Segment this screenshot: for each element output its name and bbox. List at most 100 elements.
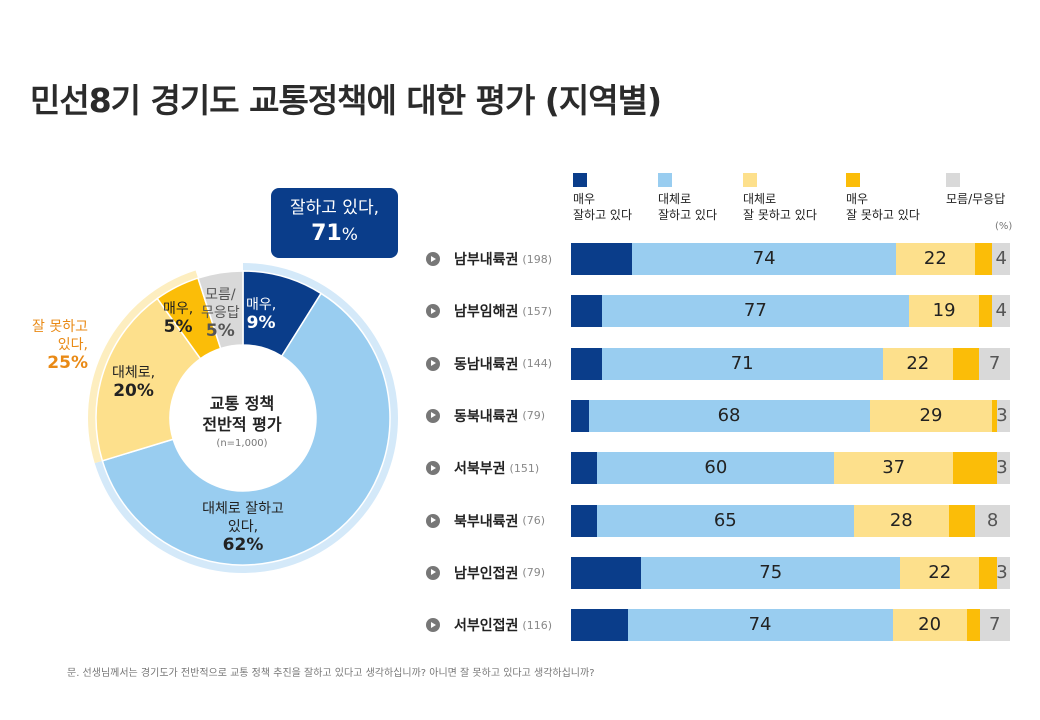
- bar-data-label: 65: [713, 509, 737, 531]
- sample-size: (76): [522, 514, 545, 527]
- bar-segment: [996, 399, 1010, 432]
- callout-unit: %: [341, 225, 358, 245]
- row-label: 남부인접권 (79): [426, 557, 566, 589]
- bar-segment: [571, 609, 628, 642]
- sample-size: (79): [522, 566, 545, 580]
- sample-size: (116): [522, 618, 552, 632]
- bar-segment: [571, 504, 598, 537]
- negative-label-text: 있다,: [57, 337, 88, 353]
- row-label: 남부임해권 (157): [426, 295, 566, 327]
- slice-label-text: 모름/: [205, 287, 236, 303]
- bar-segment: [949, 504, 976, 537]
- bar-segment: [900, 556, 980, 589]
- slice-label-very-bad: 매우, 5%: [163, 300, 193, 337]
- row-label: 남부내륙권 (198): [426, 243, 566, 275]
- bar-segment: [641, 556, 901, 589]
- negative-halo-ring: [88, 270, 199, 464]
- slice-label-text: 있다,: [227, 519, 259, 535]
- bar-segment: [601, 347, 883, 380]
- legend-item: 모름/무응답: [946, 173, 1005, 207]
- slice-label-dont-know: 모름/ 무응답 5%: [201, 286, 240, 341]
- slice-value: 20%: [113, 381, 154, 401]
- region-name: 동남내륙권: [454, 356, 519, 373]
- arrow-circle-icon: [426, 565, 440, 580]
- slice-label-text: 매우,: [246, 297, 277, 313]
- slice-label-very-good: 매우, 9%: [246, 296, 276, 333]
- bar-segment: [597, 452, 835, 485]
- bar-segment: [952, 347, 980, 380]
- bar-data-label: 74: [752, 248, 776, 269]
- bar-data-label: 22: [923, 248, 947, 269]
- row-label: 동남내륙권 (144): [426, 348, 566, 380]
- bar-segment: [979, 609, 1010, 642]
- bar-data-label: 3: [996, 561, 1008, 583]
- region-name: 남부인접권: [454, 565, 519, 582]
- bar-segment: [627, 609, 893, 642]
- legend-swatch: [946, 173, 960, 187]
- bar-data-label: 22: [906, 352, 930, 374]
- stacked-bar: 74 22 4: [571, 243, 1010, 275]
- callout-label: 잘하고 있다,: [289, 198, 379, 218]
- bar-data-label: 8: [986, 509, 999, 531]
- bar-data-label: 3: [996, 457, 1008, 479]
- bar-segment: [979, 347, 1010, 380]
- bar-data-label: 3: [996, 404, 1008, 426]
- stacked-bar: 60 37 3: [571, 452, 1010, 485]
- arrow-circle-icon: [426, 408, 440, 423]
- row-label: 동북내륙권 (79): [426, 400, 566, 432]
- stacked-bar: 71 22 7: [571, 347, 1010, 380]
- bar-segment: [892, 609, 967, 642]
- bar-data-label: 4: [995, 248, 1007, 269]
- slice-label-text: 무응답: [201, 305, 240, 321]
- bar-data-label: 75: [759, 561, 783, 583]
- bar-segment: [571, 295, 602, 328]
- bar-segment: [974, 243, 993, 275]
- sample-size: (198): [522, 252, 552, 266]
- bar-segment: [571, 347, 602, 380]
- bar-segment: [597, 504, 854, 537]
- bar-data-label: 71: [730, 352, 754, 374]
- unit-label: (%): [995, 221, 1013, 232]
- question-footnote: 문. 선생님께서는 경기도가 전반적으로 교통 정책 추진을 잘하고 있다고 생…: [67, 668, 595, 679]
- bar-segment: [979, 295, 993, 328]
- bar-data-label: 37: [882, 457, 906, 479]
- legend-swatch: [573, 173, 587, 187]
- donut-chart: [88, 263, 398, 573]
- region-name: 서북부권: [454, 461, 506, 478]
- legend-item: 매우 잘 못하고 있다: [846, 173, 920, 223]
- bar-segment: [952, 452, 997, 485]
- bar-data-label: 77: [743, 300, 767, 322]
- donut-center: 교통 정책 전반적 평가 (n=1,000): [182, 393, 302, 453]
- arrow-circle-icon: [426, 618, 440, 633]
- bar-data-label: 28: [889, 509, 913, 531]
- slice-value: 5%: [163, 317, 193, 337]
- bar-segment: [834, 452, 953, 485]
- bar-data-label: 29: [919, 404, 943, 426]
- bar-data-label: 20: [918, 614, 942, 636]
- center-title: 전반적 평가: [202, 415, 282, 434]
- bar-segment: [996, 452, 1010, 485]
- stacked-bar: 68 29 3: [571, 399, 1010, 432]
- bar-data-label: 60: [704, 457, 728, 479]
- bar-data-label: 22: [928, 561, 952, 583]
- bar-segment: [909, 295, 980, 328]
- legend-text: 잘하고 있다: [658, 208, 718, 222]
- bar-segment: [992, 295, 1010, 328]
- page-title: 민선8기 경기도 교통정책에 대한 평가 (지역별): [30, 81, 662, 120]
- bar-segment: [869, 399, 993, 432]
- legend-text: 대체로: [743, 192, 777, 206]
- legend-text: 매우: [573, 192, 596, 206]
- legend-text: 잘 못하고 있다: [743, 208, 817, 222]
- legend-swatch: [846, 173, 860, 187]
- legend-text: 모름/무응답: [946, 192, 1006, 206]
- sample-size: (79): [522, 409, 545, 423]
- bar-data-label: 7: [989, 614, 1001, 636]
- legend-item: 대체로 잘하고 있다: [658, 173, 717, 223]
- donut-slice: [197, 270, 244, 350]
- sample-size: (144): [522, 357, 552, 371]
- arrow-circle-icon: [426, 356, 440, 371]
- bar-segment: [632, 243, 896, 275]
- sample-size: (151): [509, 461, 540, 475]
